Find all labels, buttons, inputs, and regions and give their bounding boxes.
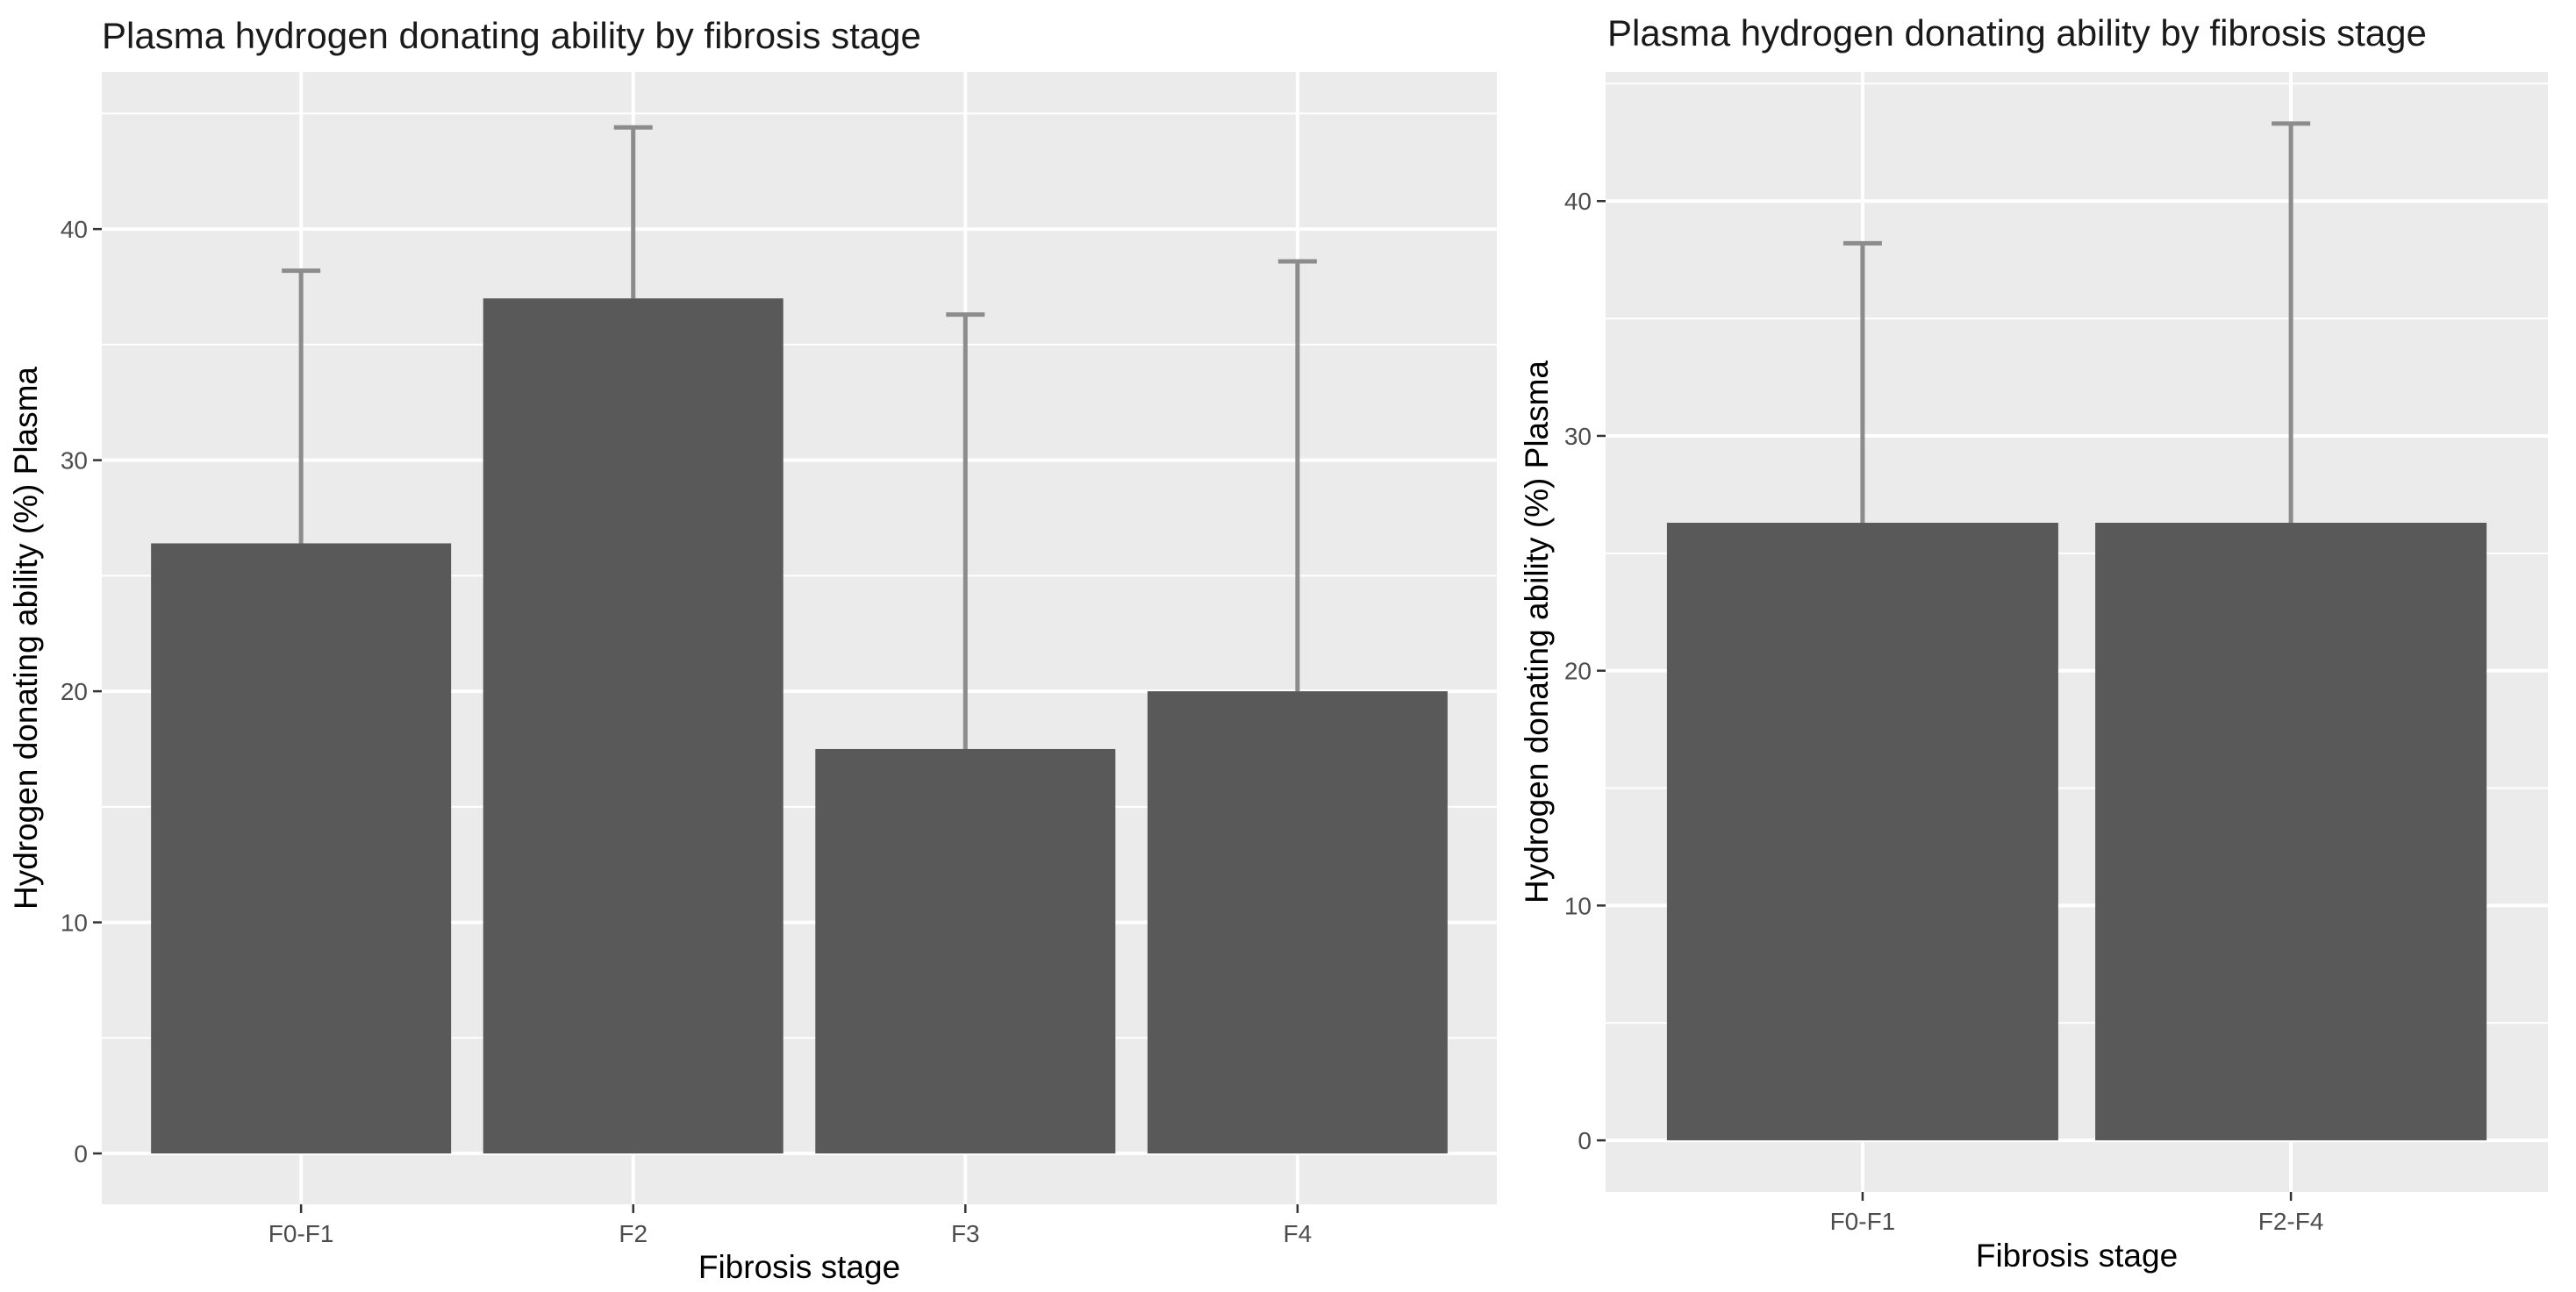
bar-f3 bbox=[815, 748, 1116, 1154]
y-tick-label: 0 bbox=[1578, 1127, 1592, 1154]
x-axis-title: Fibrosis stage bbox=[698, 1249, 900, 1285]
x-tick-label: F0-F1 bbox=[268, 1220, 334, 1247]
y-tick-label: 0 bbox=[74, 1140, 88, 1167]
x-tick-label: F2-F4 bbox=[2258, 1208, 2324, 1235]
bar-f0-f1 bbox=[151, 543, 452, 1154]
y-tick-label: 30 bbox=[1564, 423, 1592, 450]
chart-left: 0 10 20 30 40 F0-F1 F2 F3 F4 Plasma hydrogen dona… bbox=[8, 15, 1497, 1285]
chart-title: Plasma hydrogen donating ability by fibr… bbox=[1607, 12, 2427, 54]
x-tick-label: F4 bbox=[1284, 1220, 1313, 1247]
y-axis-title: Hydrogen donating ability (%) Plasma bbox=[1519, 360, 1555, 903]
bar-f2 bbox=[483, 298, 784, 1154]
y-tick-label: 40 bbox=[61, 216, 88, 243]
bar-f2-f4 bbox=[2095, 523, 2487, 1141]
x-tick-label: F0-F1 bbox=[1830, 1208, 1896, 1235]
y-tick-label: 20 bbox=[61, 678, 88, 705]
chart-title: Plasma hydrogen donating ability by fibr… bbox=[102, 15, 921, 56]
x-tick-label: F2 bbox=[619, 1220, 648, 1247]
y-tick-label: 10 bbox=[1564, 892, 1592, 919]
x-tick-label: F3 bbox=[951, 1220, 980, 1247]
bar-f4 bbox=[1147, 691, 1448, 1154]
y-tick-label: 40 bbox=[1564, 188, 1592, 215]
y-axis-title: Hydrogen donating ability (%) Plasma bbox=[8, 367, 44, 910]
y-tick-label: 10 bbox=[61, 910, 88, 937]
chart-right: 0 10 20 30 40 F0-F1 F2-F4 Plasma hydrogen donat… bbox=[1519, 12, 2548, 1274]
y-tick-label: 30 bbox=[61, 447, 88, 475]
y-tick-label: 20 bbox=[1564, 658, 1592, 685]
x-axis-title: Fibrosis stage bbox=[1976, 1238, 2178, 1274]
bar-f0-f1 bbox=[1666, 523, 2058, 1141]
